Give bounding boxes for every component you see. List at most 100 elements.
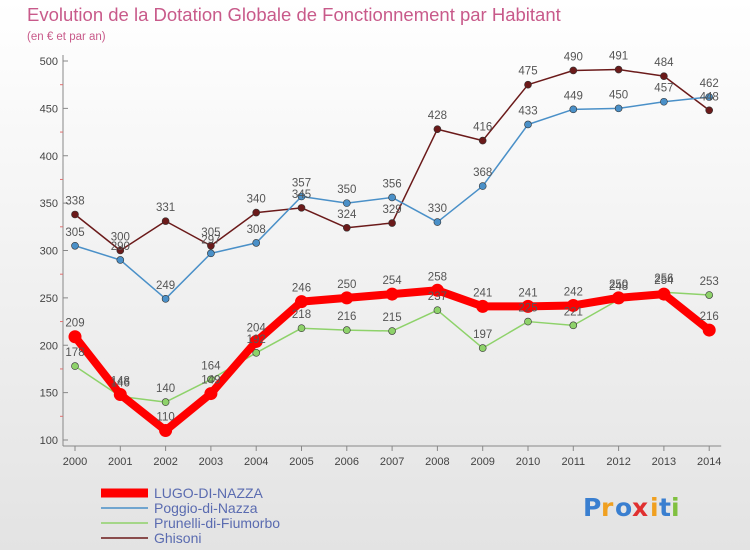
- y-tick-label: 350: [40, 198, 58, 210]
- y-tick-label: 300: [40, 246, 58, 258]
- data-label: 204: [247, 322, 267, 334]
- data-point: [660, 97, 668, 106]
- data-point: [295, 295, 308, 309]
- data-point: [207, 249, 215, 258]
- data-point: [113, 388, 127, 402]
- data-label: 110: [156, 412, 174, 424]
- data-point: [161, 295, 170, 303]
- data-point: [702, 323, 716, 337]
- data-label: 331: [156, 202, 175, 214]
- data-label: 491: [609, 51, 628, 63]
- data-point: [71, 241, 79, 250]
- data-point: [342, 326, 351, 334]
- data-point: [342, 223, 351, 232]
- y-tick-label: 400: [40, 151, 58, 163]
- data-label: 241: [518, 287, 537, 299]
- data-label: 475: [518, 66, 537, 78]
- data-point: [388, 219, 396, 227]
- legend-label: Prunelli-di-Fiumorbo: [154, 515, 280, 531]
- data-label: 140: [156, 383, 175, 395]
- data-label: 218: [292, 309, 311, 321]
- y-tick-label: 200: [40, 340, 58, 352]
- data-point: [705, 291, 714, 299]
- data-label: 433: [518, 105, 537, 117]
- x-tick-label: 2001: [108, 456, 132, 468]
- data-point: [524, 120, 532, 129]
- x-tick-label: 2004: [244, 456, 268, 468]
- data-label: 462: [700, 78, 719, 90]
- data-label: 290: [111, 241, 130, 253]
- data-point: [478, 182, 487, 190]
- x-tick-label: 2013: [652, 456, 676, 468]
- data-label: 148: [111, 376, 130, 388]
- svg-text:r: r: [601, 493, 614, 522]
- data-label: 338: [65, 195, 84, 207]
- data-point: [207, 375, 215, 384]
- data-point: [388, 327, 396, 335]
- data-label: 258: [428, 271, 447, 283]
- data-label: 330: [428, 203, 447, 215]
- data-point: [569, 321, 578, 330]
- data-point: [430, 283, 444, 297]
- data-point: [116, 256, 125, 264]
- data-point: [521, 299, 535, 313]
- data-point: [566, 298, 580, 312]
- svg-text:i: i: [671, 493, 680, 522]
- data-point: [204, 387, 218, 401]
- data-point: [252, 349, 261, 357]
- data-label: 225: [518, 303, 537, 315]
- data-label: 490: [564, 51, 583, 63]
- data-point: [252, 239, 261, 247]
- data-point: [342, 199, 351, 207]
- x-tick-label: 2012: [606, 456, 630, 468]
- data-point: [612, 291, 626, 305]
- data-label: 216: [700, 311, 719, 323]
- data-point: [433, 218, 442, 226]
- data-point: [478, 344, 487, 352]
- data-label: 448: [700, 91, 719, 103]
- data-label: 368: [473, 167, 492, 179]
- data-label: 250: [609, 279, 628, 291]
- data-point: [297, 204, 306, 212]
- data-point: [249, 334, 263, 348]
- data-label: 484: [654, 57, 674, 69]
- data-point: [116, 246, 125, 255]
- data-label: 356: [383, 178, 402, 190]
- x-tick-label: 2011: [561, 456, 585, 468]
- svg-text:i: i: [650, 493, 659, 522]
- data-point: [657, 287, 671, 301]
- data-label: 350: [337, 184, 356, 196]
- data-point: [71, 210, 79, 219]
- svg-text:P: P: [583, 493, 601, 522]
- data-label: 237: [428, 291, 447, 303]
- x-tick-label: 2005: [289, 456, 313, 468]
- legend-label: Ghisoni: [154, 530, 201, 546]
- x-tick-label: 2014: [697, 456, 721, 468]
- data-label: 146: [111, 377, 130, 389]
- data-label: 164: [201, 360, 221, 372]
- data-point: [340, 291, 354, 305]
- data-point: [297, 192, 306, 201]
- data-point: [660, 72, 668, 80]
- legend-label: Poggio-di-Nazza: [154, 500, 258, 516]
- chart-title: Evolution de la Dotation Globale de Fonc…: [27, 4, 561, 25]
- x-tick-label: 2002: [153, 456, 177, 468]
- data-label: 192: [247, 334, 266, 346]
- data-point: [71, 362, 79, 370]
- data-label: 249: [156, 280, 175, 292]
- data-point: [524, 317, 532, 326]
- data-label: 197: [473, 329, 492, 341]
- data-point: [614, 65, 623, 74]
- data-label: 256: [654, 273, 673, 285]
- x-tick-label: 2010: [516, 456, 540, 468]
- data-label: 308: [247, 224, 266, 236]
- data-label: 149: [201, 375, 220, 387]
- data-point: [569, 66, 578, 75]
- data-point: [159, 424, 173, 438]
- x-tick-label: 2006: [335, 456, 359, 468]
- data-point: [433, 125, 442, 134]
- data-label: 449: [564, 90, 583, 102]
- data-point: [569, 105, 578, 114]
- data-label: 241: [473, 287, 492, 299]
